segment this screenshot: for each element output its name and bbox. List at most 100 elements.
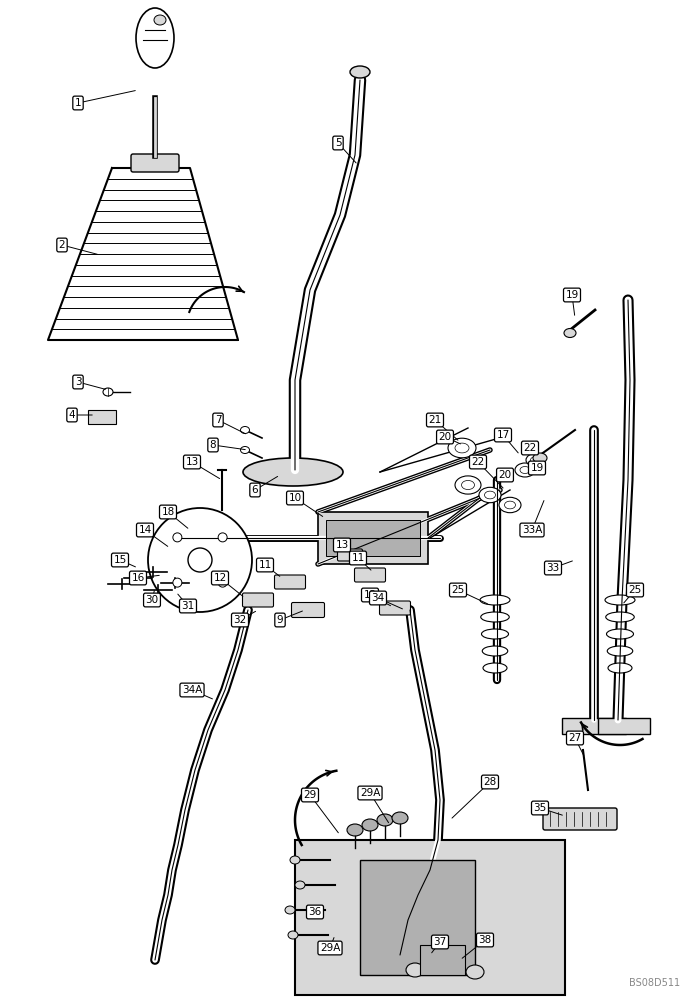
Ellipse shape xyxy=(520,466,530,474)
Text: 21: 21 xyxy=(429,415,442,425)
Text: 5: 5 xyxy=(334,138,341,148)
Text: 16: 16 xyxy=(131,573,144,583)
Ellipse shape xyxy=(288,931,298,939)
Ellipse shape xyxy=(605,612,634,622)
Ellipse shape xyxy=(605,595,635,605)
Text: 4: 4 xyxy=(69,410,75,420)
Text: 19: 19 xyxy=(566,290,579,300)
Text: 9: 9 xyxy=(277,615,283,625)
FancyBboxPatch shape xyxy=(326,520,420,556)
Text: 27: 27 xyxy=(568,733,581,743)
Ellipse shape xyxy=(347,824,363,836)
Text: 33A: 33A xyxy=(522,525,542,535)
Ellipse shape xyxy=(285,906,295,914)
Text: 32: 32 xyxy=(233,615,246,625)
FancyBboxPatch shape xyxy=(88,410,116,424)
Ellipse shape xyxy=(448,438,476,458)
Ellipse shape xyxy=(362,819,378,831)
Ellipse shape xyxy=(608,663,632,673)
Text: 6: 6 xyxy=(252,485,258,495)
Ellipse shape xyxy=(441,961,459,975)
Ellipse shape xyxy=(188,548,212,572)
Ellipse shape xyxy=(103,388,113,396)
Text: 22: 22 xyxy=(524,443,537,453)
Ellipse shape xyxy=(526,454,544,466)
Ellipse shape xyxy=(218,533,227,542)
Text: 11: 11 xyxy=(352,553,365,563)
FancyBboxPatch shape xyxy=(295,840,565,995)
Text: 20: 20 xyxy=(498,470,512,480)
FancyBboxPatch shape xyxy=(242,593,274,607)
FancyBboxPatch shape xyxy=(354,568,385,582)
FancyBboxPatch shape xyxy=(420,945,465,975)
Text: 35: 35 xyxy=(533,803,547,813)
Text: 36: 36 xyxy=(308,907,321,917)
Ellipse shape xyxy=(350,66,370,78)
Ellipse shape xyxy=(504,501,515,509)
FancyBboxPatch shape xyxy=(292,602,325,617)
Text: 3: 3 xyxy=(75,377,81,387)
Text: 31: 31 xyxy=(182,601,195,611)
Ellipse shape xyxy=(243,458,343,486)
Text: 37: 37 xyxy=(433,937,447,947)
FancyBboxPatch shape xyxy=(338,549,363,561)
Ellipse shape xyxy=(241,446,250,454)
Text: 22: 22 xyxy=(471,457,484,467)
Ellipse shape xyxy=(607,629,634,639)
Text: 10: 10 xyxy=(288,493,301,503)
FancyBboxPatch shape xyxy=(543,808,617,830)
Ellipse shape xyxy=(515,463,535,477)
Text: 19: 19 xyxy=(530,463,544,473)
Ellipse shape xyxy=(499,497,521,513)
FancyBboxPatch shape xyxy=(562,718,626,734)
Ellipse shape xyxy=(173,578,182,587)
Text: 14: 14 xyxy=(138,525,151,535)
Ellipse shape xyxy=(482,629,508,639)
Ellipse shape xyxy=(462,480,475,490)
Text: 33: 33 xyxy=(546,563,559,573)
Text: 12: 12 xyxy=(363,590,376,600)
Text: 29: 29 xyxy=(303,790,316,800)
Ellipse shape xyxy=(218,578,227,587)
Text: 38: 38 xyxy=(478,935,492,945)
Text: 29A: 29A xyxy=(360,788,380,798)
Text: 15: 15 xyxy=(114,555,127,565)
FancyBboxPatch shape xyxy=(131,154,179,172)
Text: 34A: 34A xyxy=(182,685,202,695)
Ellipse shape xyxy=(377,814,393,826)
Ellipse shape xyxy=(154,15,166,25)
FancyBboxPatch shape xyxy=(275,575,305,589)
Ellipse shape xyxy=(295,881,305,889)
Text: 12: 12 xyxy=(213,573,226,583)
Text: 1: 1 xyxy=(75,98,81,108)
Ellipse shape xyxy=(406,963,424,977)
Ellipse shape xyxy=(290,856,300,864)
Ellipse shape xyxy=(455,476,481,494)
FancyBboxPatch shape xyxy=(360,860,475,975)
Text: 11: 11 xyxy=(259,560,272,570)
Text: 13: 13 xyxy=(335,540,349,550)
Ellipse shape xyxy=(484,491,495,499)
Ellipse shape xyxy=(480,595,510,605)
Text: 28: 28 xyxy=(484,777,497,787)
Text: 34: 34 xyxy=(372,593,385,603)
Text: 18: 18 xyxy=(162,507,175,517)
FancyBboxPatch shape xyxy=(380,601,411,615)
Ellipse shape xyxy=(608,646,633,656)
Ellipse shape xyxy=(533,453,547,463)
Ellipse shape xyxy=(241,426,250,434)
Text: 8: 8 xyxy=(210,440,216,450)
Ellipse shape xyxy=(136,8,174,68)
Ellipse shape xyxy=(148,508,252,612)
Ellipse shape xyxy=(564,328,576,338)
Ellipse shape xyxy=(481,612,509,622)
Ellipse shape xyxy=(455,443,469,453)
Text: 13: 13 xyxy=(185,457,199,467)
Text: 29A: 29A xyxy=(320,943,340,953)
Ellipse shape xyxy=(173,533,182,542)
Ellipse shape xyxy=(466,965,484,979)
Ellipse shape xyxy=(483,663,507,673)
Text: BS08D511: BS08D511 xyxy=(629,978,680,988)
Ellipse shape xyxy=(530,457,539,463)
Ellipse shape xyxy=(482,646,508,656)
